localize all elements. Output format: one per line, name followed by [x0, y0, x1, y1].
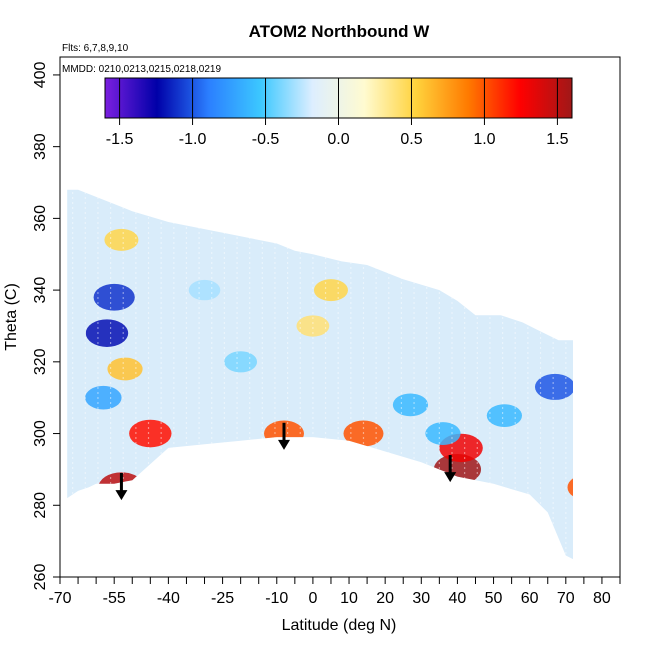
data-feature	[104, 228, 139, 251]
colorbar-tick-label: 1.5	[546, 131, 568, 148]
data-feature	[313, 279, 348, 302]
colorbar-tick-label: -1.5	[106, 131, 134, 148]
data-feature	[486, 404, 522, 428]
x-axis: -70 -55 -40 -25 -10 0 10 20 30 40 50 60 70 80	[48, 577, 621, 607]
x-tick-label: 60	[521, 590, 539, 607]
data-feature	[188, 279, 221, 301]
data-feature	[93, 283, 135, 311]
x-tick-label: 0	[308, 590, 317, 607]
y-tick-label: 320	[32, 348, 49, 375]
x-tick-label: 80	[593, 590, 611, 607]
y-tick-label: 380	[32, 133, 49, 160]
y-tick-label: 300	[32, 420, 49, 447]
data-feature	[343, 420, 384, 447]
x-axis-title: Latitude (deg N)	[282, 617, 397, 634]
y-tick-label: 360	[32, 205, 49, 232]
x-tick-label: 20	[376, 590, 394, 607]
colorbar-tick-label: 0.0	[327, 131, 349, 148]
y-tick-label: 400	[32, 61, 49, 88]
y-tick-label: 340	[32, 277, 49, 304]
y-axis-title: Theta (C)	[3, 283, 20, 351]
plot-frame	[59, 56, 621, 578]
data-feature	[567, 474, 573, 501]
x-tick-label: 70	[557, 590, 575, 607]
data-feature	[107, 357, 143, 381]
flights-label: Flts: 6,7,8,9,10	[62, 43, 129, 54]
data-feature	[85, 319, 129, 347]
data-feature	[85, 385, 122, 410]
colorbar-ticks: -1.5 -1.0 -0.5 0.0 0.5 1.0 1.5	[106, 78, 569, 148]
chart-title: ATOM2 Northbound W	[249, 22, 431, 41]
colorbar-tick-label: -1.0	[179, 131, 207, 148]
colorbar-tick-label: -0.5	[252, 131, 280, 148]
x-tick-label: -25	[211, 590, 234, 607]
colorbar: -1.5 -1.0 -0.5 0.0 0.5 1.0 1.5	[104, 77, 573, 148]
x-tick-label: 30	[412, 590, 430, 607]
x-tick-label: -70	[48, 590, 71, 607]
x-tick-label: -40	[157, 590, 180, 607]
x-tick-label: -10	[265, 590, 288, 607]
x-tick-label: 10	[340, 590, 358, 607]
x-tick-label: 50	[485, 590, 503, 607]
x-tick-label: -55	[103, 590, 126, 607]
data-feature	[534, 373, 573, 400]
colorbar-tick-label: 0.5	[400, 131, 422, 148]
data-feature	[129, 419, 172, 448]
dates-label: MMDD: 0210,0213,0215,0218,0219	[62, 64, 221, 75]
data-region	[67, 189, 573, 560]
y-tick-label: 260	[32, 564, 49, 591]
arrow-head	[278, 439, 290, 450]
arrow-head	[444, 472, 457, 483]
arrows-layer	[115, 422, 457, 501]
data-feature	[425, 422, 461, 445]
x-tick-label: 40	[449, 590, 467, 607]
data-feature	[296, 315, 330, 337]
arrow-head	[115, 490, 128, 501]
colorbar-tick-label: 1.0	[473, 131, 495, 148]
y-tick-label: 280	[32, 492, 49, 519]
data-feature	[224, 351, 258, 373]
y-axis: 260 280 300 320 340 360 380 400	[32, 61, 60, 590]
data-feature	[392, 393, 429, 417]
